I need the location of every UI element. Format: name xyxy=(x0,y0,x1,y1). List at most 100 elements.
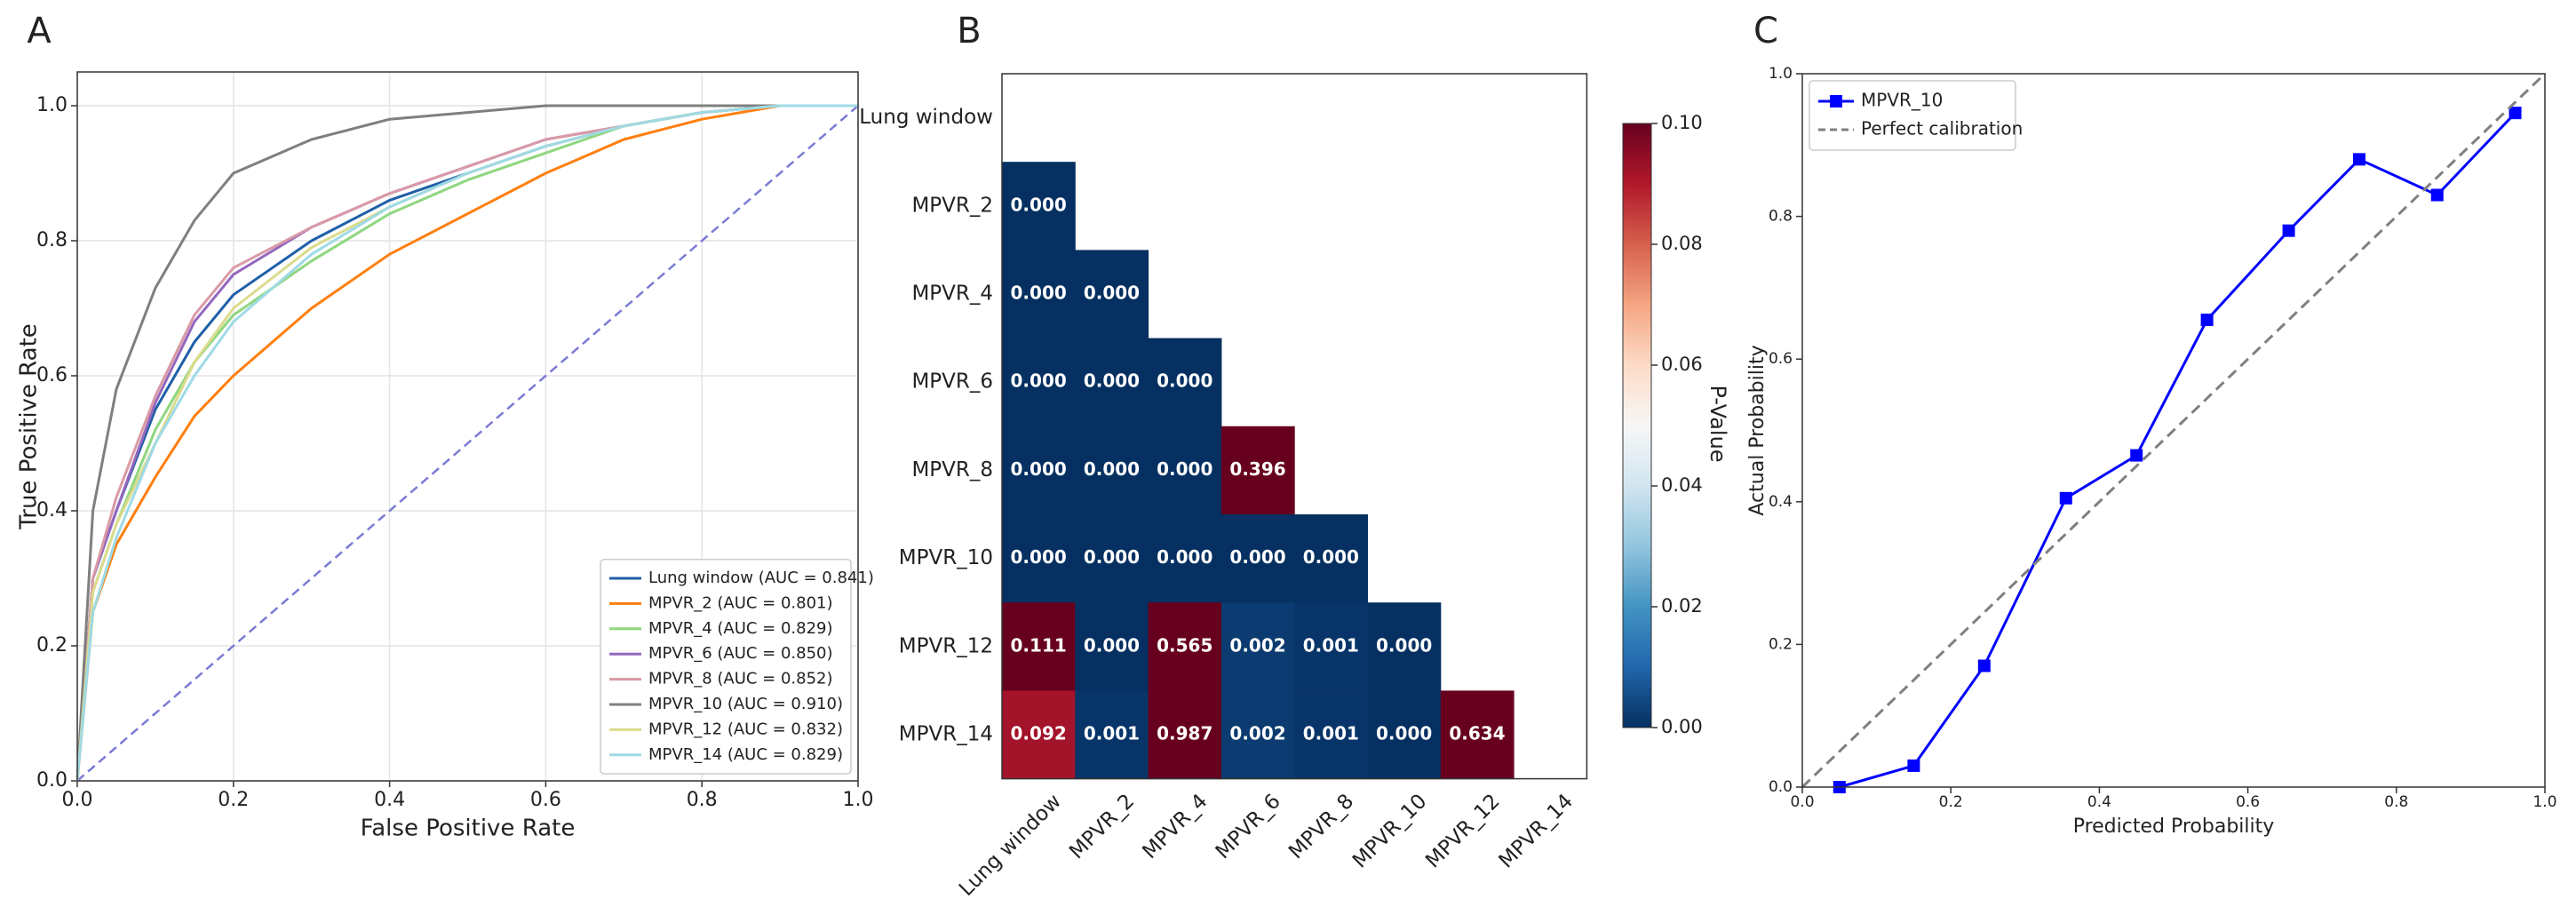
colorbar-tick-label: 0.00 xyxy=(1661,716,1703,737)
y-tick-label: 0.8 xyxy=(1769,208,1793,226)
heatmap-cell xyxy=(1002,250,1076,339)
cell-label: 0.000 xyxy=(1157,458,1212,480)
cell-label: 0.000 xyxy=(1376,634,1432,656)
cell-label: 0.000 xyxy=(1011,546,1067,568)
y-tick-label: 1.0 xyxy=(1769,65,1793,83)
legend: MPVR_10 Perfect calibration xyxy=(1809,80,2023,151)
column-label: MPVR_2 xyxy=(1065,790,1139,863)
legend-box xyxy=(1809,80,2016,151)
heatmap-cell xyxy=(1220,514,1295,603)
row-label: MPVR_14 xyxy=(899,723,993,746)
cell-label: 0.000 xyxy=(1011,370,1067,392)
cell-label: 0.000 xyxy=(1303,546,1359,568)
colorbar-tick-label: 0.06 xyxy=(1661,354,1703,375)
column-label: MPVR_4 xyxy=(1138,790,1212,863)
data-point xyxy=(2059,491,2072,505)
heatmap-cell xyxy=(1294,602,1368,691)
x-axis-label: False Positive Rate xyxy=(361,816,576,842)
colorbar-tick-label: 0.10 xyxy=(1661,112,1703,133)
panel-label: B xyxy=(957,11,981,52)
heatmap-cell xyxy=(1075,338,1149,427)
x-tick-label: 0.6 xyxy=(2236,793,2260,811)
legend-label: MPVR_14 (AUC = 0.829) xyxy=(648,745,843,764)
x-tick-label: 0.8 xyxy=(687,789,718,811)
y-tick-label: 0.4 xyxy=(1769,493,1793,511)
cell-label: 0.000 xyxy=(1011,282,1067,304)
panel-label: A xyxy=(27,11,52,52)
data-point xyxy=(2430,188,2444,202)
cell-label: 0.000 xyxy=(1084,458,1140,480)
data-point xyxy=(2200,314,2214,327)
legend-label: MPVR_10 (AUC = 0.910) xyxy=(648,695,843,713)
row-label: MPVR_4 xyxy=(911,282,993,306)
cell-label: 0.000 xyxy=(1011,194,1067,215)
x-tick-label: 1.0 xyxy=(843,789,874,811)
data-point xyxy=(2353,153,2365,166)
heatmap-cell xyxy=(1075,426,1149,515)
x-tick-label: 0.4 xyxy=(2087,793,2111,811)
cell-label: 0.000 xyxy=(1157,546,1212,568)
heatmap-cell xyxy=(1002,162,1076,251)
heatmap-cell xyxy=(1294,514,1368,603)
cell-label: 0.396 xyxy=(1229,458,1285,480)
y-tick-label: 0.6 xyxy=(36,364,68,386)
y-tick-label: 0.2 xyxy=(36,634,68,656)
row-label: MPVR_6 xyxy=(911,370,993,394)
colorbar-tick-label: 0.08 xyxy=(1661,233,1703,254)
legend-label: Lung window (AUC = 0.841) xyxy=(648,569,874,587)
cell-label: 0.001 xyxy=(1084,723,1140,744)
x-tick-label: 1.0 xyxy=(2532,793,2556,811)
cell-label: 0.000 xyxy=(1229,546,1285,568)
colorbar-label: P-Value xyxy=(1705,385,1730,462)
y-tick-label: 0.0 xyxy=(36,769,68,792)
heatmap-cell xyxy=(1075,250,1149,339)
heatmap-cell xyxy=(1075,514,1149,603)
row-label: MPVR_12 xyxy=(899,634,993,657)
cell-label: 0.000 xyxy=(1376,723,1432,744)
panel-label: C xyxy=(1753,11,1778,52)
x-tick-label: 0.4 xyxy=(374,789,405,811)
chance-line xyxy=(76,105,859,782)
heatmap-cell xyxy=(1220,602,1295,691)
y-tick-label: 0.0 xyxy=(1769,778,1793,796)
legend-box xyxy=(600,559,852,775)
heatmap-cell xyxy=(1294,690,1368,780)
y-axis-label: True Positive Rate xyxy=(16,323,43,530)
colorbar-tick-label: 0.02 xyxy=(1661,595,1703,617)
cell-label: 0.092 xyxy=(1011,723,1067,744)
row-label: MPVR_10 xyxy=(899,546,993,569)
column-label: MPVR_6 xyxy=(1212,790,1285,863)
y-tick-label: 0.6 xyxy=(1769,350,1793,368)
column-label: MPVR_10 xyxy=(1348,790,1431,872)
colorbar xyxy=(1622,123,1652,728)
data-point xyxy=(2282,224,2295,237)
heatmap-cell xyxy=(1002,602,1076,691)
row-label: Lung window xyxy=(859,106,993,129)
legend-label: MPVR_8 (AUC = 0.852) xyxy=(648,670,833,688)
cell-label: 0.002 xyxy=(1229,634,1285,656)
cell-label: 0.565 xyxy=(1157,634,1212,656)
legend-label: MPVR_12 (AUC = 0.832) xyxy=(648,720,843,738)
cell-label: 0.111 xyxy=(1011,634,1067,656)
x-axis-label: Predicted Probability xyxy=(2073,816,2275,838)
heatmap-cell xyxy=(1148,426,1222,515)
heatmap-cell xyxy=(1220,690,1295,780)
heatmap-cell xyxy=(1002,426,1076,515)
heatmap-cell xyxy=(1440,690,1515,780)
legend-label: Perfect calibration xyxy=(1861,118,2023,139)
column-label: Lung window xyxy=(955,790,1066,901)
cell-label: 0.000 xyxy=(1084,634,1140,656)
data-point xyxy=(1907,759,1920,772)
legend-label: MPVR_6 (AUC = 0.850) xyxy=(648,644,833,663)
legend-label: MPVR_10 xyxy=(1861,90,1943,111)
cell-label: 0.000 xyxy=(1011,458,1067,480)
heatmap-cell xyxy=(1002,338,1076,427)
y-axis-label: Actual Probability xyxy=(1746,345,1769,515)
heatmap-cell xyxy=(1148,690,1222,780)
legend-label: MPVR_4 (AUC = 0.829) xyxy=(648,619,833,638)
row-label: MPVR_2 xyxy=(911,194,993,217)
plot-frame xyxy=(76,71,859,782)
cell-label: 0.000 xyxy=(1084,546,1140,568)
